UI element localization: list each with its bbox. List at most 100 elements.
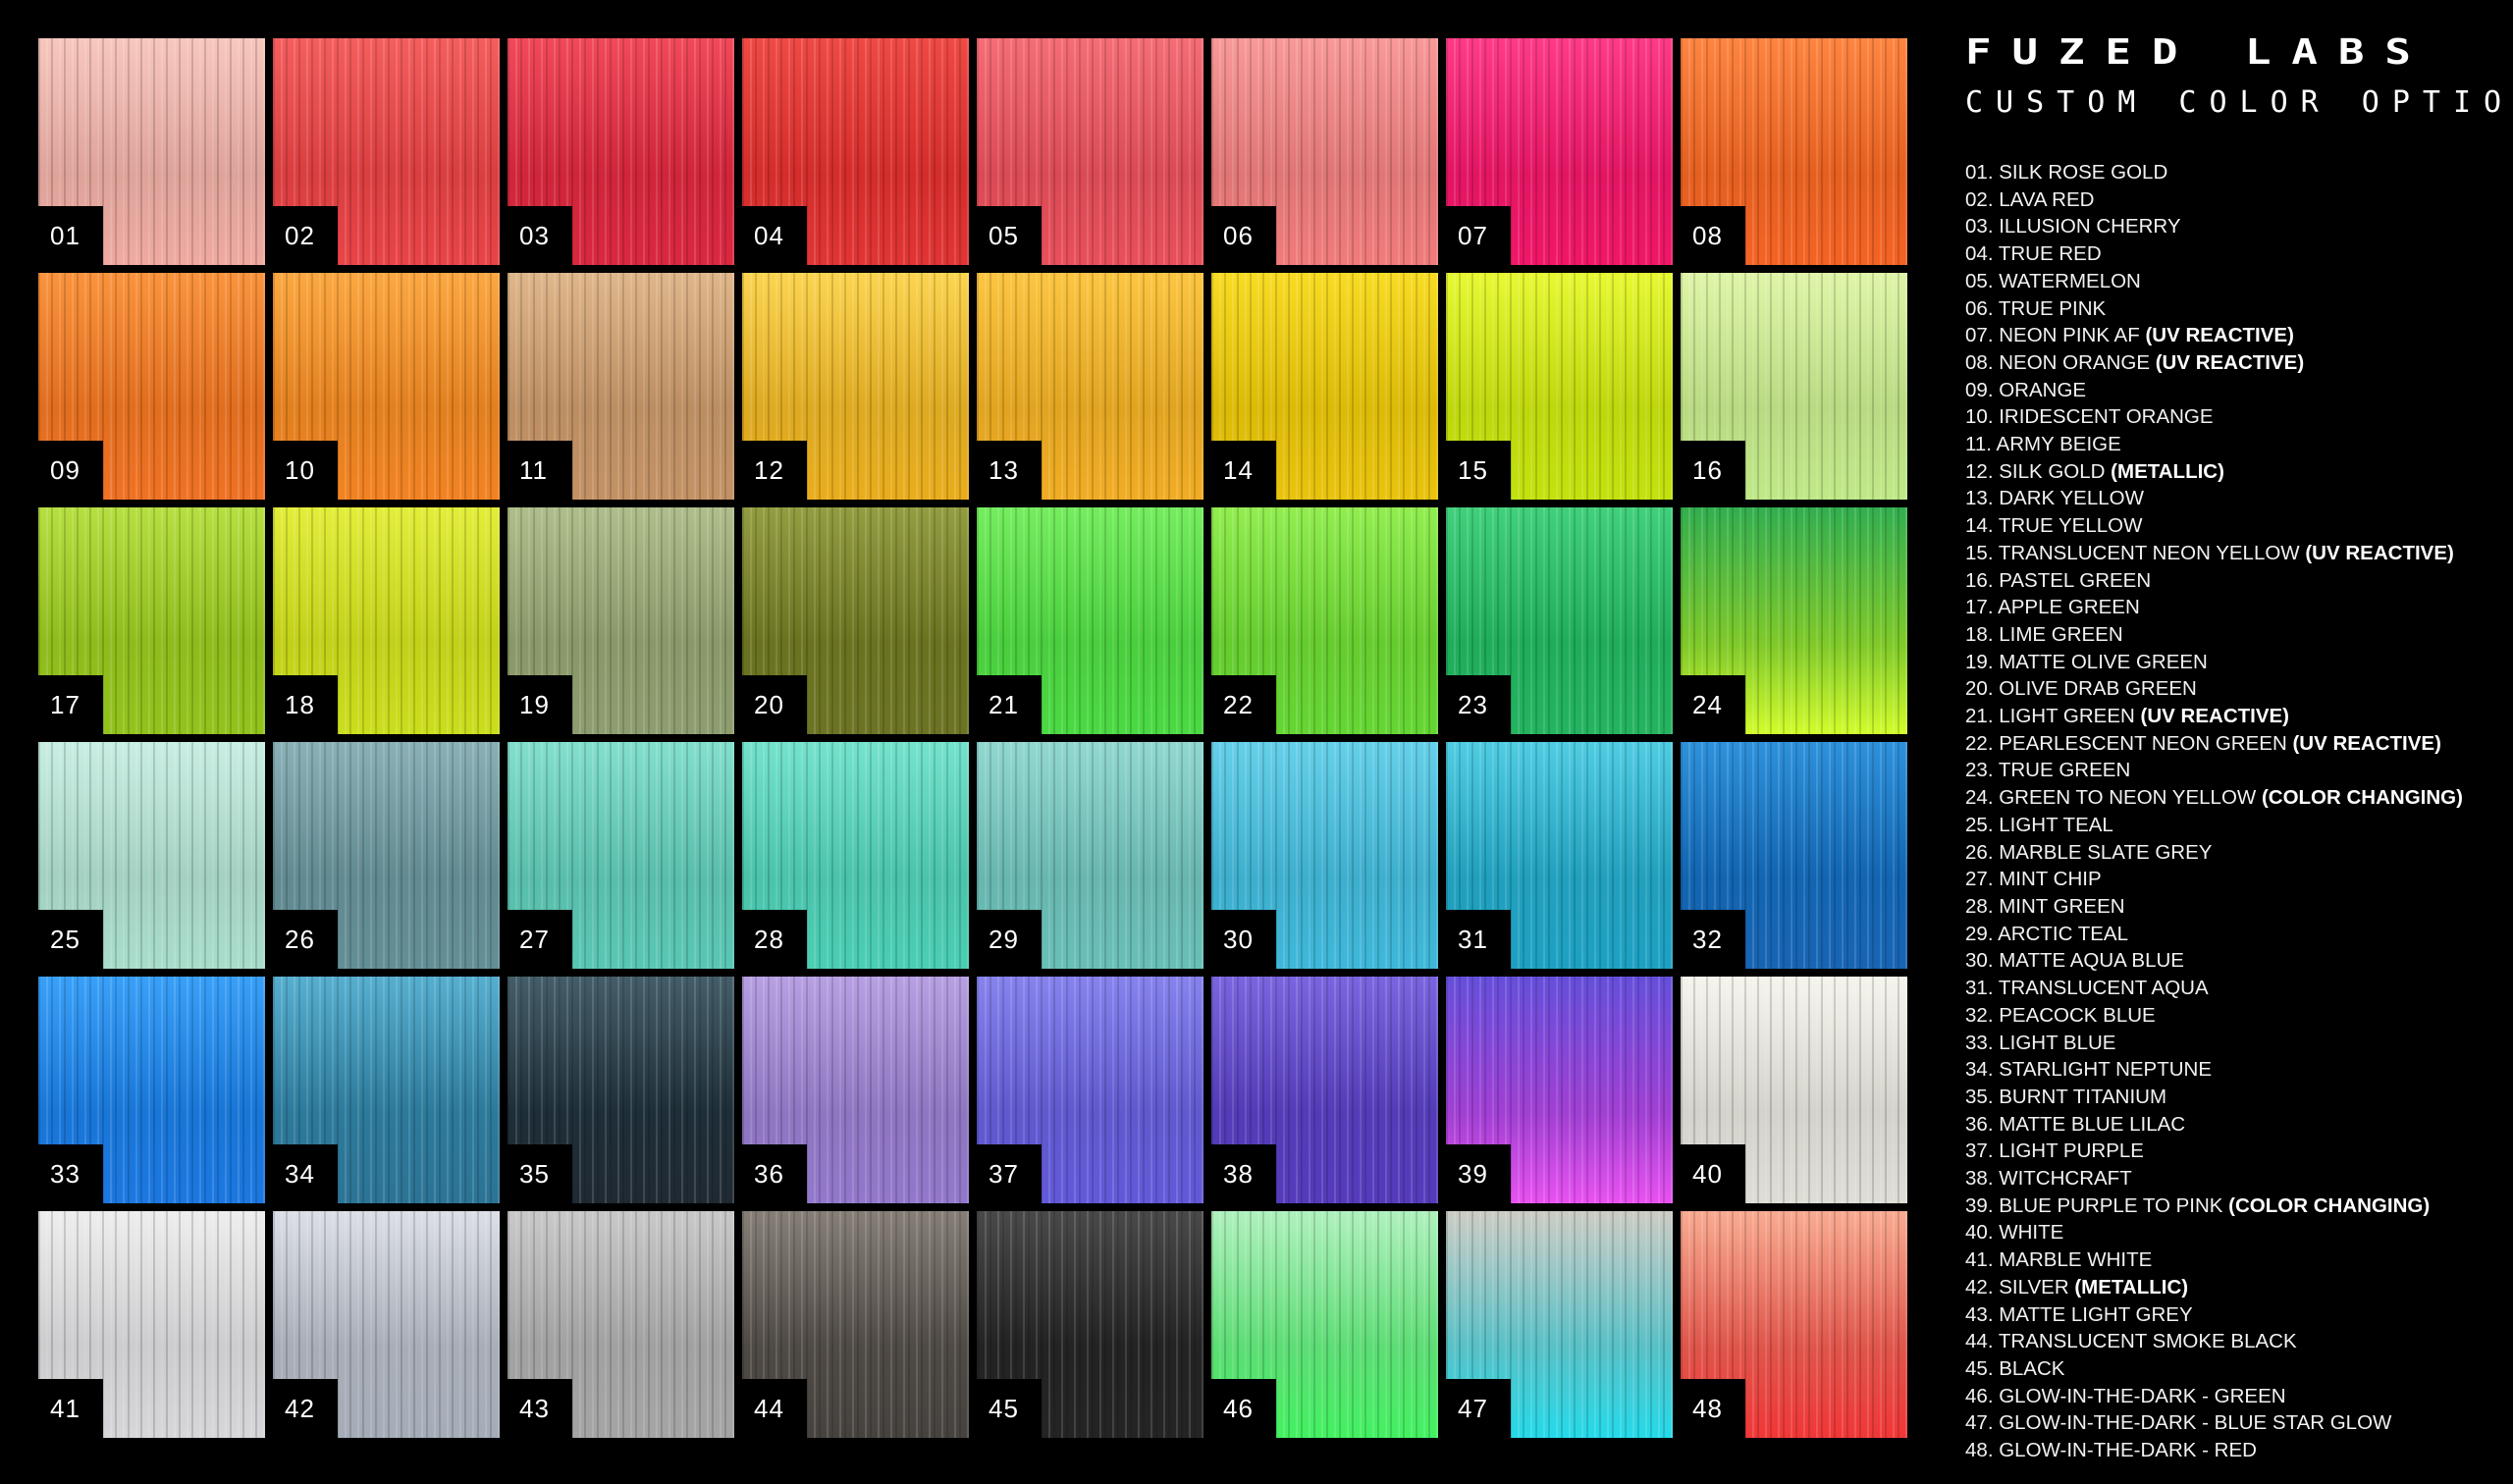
item-number: 48 <box>1965 1439 1988 1462</box>
item-name: APPLE GREEN <box>1998 596 2140 619</box>
swatch-number: 35 <box>508 1144 572 1203</box>
item-name: LIGHT GREEN <box>1999 705 2135 728</box>
list-item: 46. GLOW-IN-THE-DARK - GREEN <box>1965 1383 2495 1410</box>
item-dot: . <box>1987 705 2000 728</box>
swatch-tile: 10 <box>273 273 500 500</box>
swatch-number: 05 <box>977 206 1042 265</box>
list-item: 24. GREEN TO NEON YELLOW (COLOR CHANGING… <box>1965 784 2495 812</box>
swatch-number: 29 <box>977 910 1042 969</box>
item-dot: . <box>1987 813 2000 836</box>
item-dot: . <box>1987 459 2000 483</box>
item-dot: . <box>1987 1411 2000 1435</box>
item-name: IRIDESCENT ORANGE <box>1999 405 2214 429</box>
item-name: MATTE AQUA BLUE <box>1999 949 2184 973</box>
swatch-tile: 15 <box>1446 273 1673 500</box>
item-tag: (UV REACTIVE) <box>2292 731 2441 755</box>
swatch-number: 33 <box>38 1144 103 1203</box>
swatch-tile: 42 <box>273 1211 500 1438</box>
item-name: PASTEL GREEN <box>1999 568 2152 592</box>
list-item: 27. MINT CHIP <box>1965 866 2495 893</box>
list-item: 02. LAVA RED <box>1965 186 2495 214</box>
item-dot: . <box>1987 1248 2000 1272</box>
item-name: ORANGE <box>1999 378 2087 401</box>
item-name: MATTE OLIVE GREEN <box>1999 650 2208 673</box>
swatch-number: 18 <box>273 675 338 734</box>
swatch-tile: 05 <box>977 38 1203 265</box>
swatch-tile: 06 <box>1211 38 1438 265</box>
swatch-tile: 07 <box>1446 38 1673 265</box>
swatch-tile: 02 <box>273 38 500 265</box>
swatch-number: 10 <box>273 441 338 500</box>
list-item: 26. MARBLE SLATE GREY <box>1965 839 2495 867</box>
item-name: ARCTIC TEAL <box>1998 922 2128 945</box>
swatch-number: 39 <box>1446 1144 1511 1203</box>
swatch-number: 24 <box>1681 675 1745 734</box>
item-number: 43 <box>1965 1302 1988 1326</box>
item-dot: . <box>1987 187 2000 211</box>
list-item: 43. MATTE LIGHT GREY <box>1965 1301 2495 1329</box>
item-name: BURNT TITANIUM <box>1999 1085 2167 1108</box>
item-number: 29 <box>1965 922 1988 945</box>
swatch-tile: 46 <box>1211 1211 1438 1438</box>
item-dot: . <box>1987 487 2000 510</box>
item-dot: . <box>1987 1112 2000 1136</box>
swatch-number: 45 <box>977 1379 1042 1438</box>
list-item: 15. TRANSLUCENT NEON YELLOW (UV REACTIVE… <box>1965 540 2495 567</box>
item-number: 02 <box>1965 187 1988 211</box>
item-name: SILK GOLD <box>1999 459 2106 483</box>
legend-panel: FUZED LABS CUSTOM COLOR OPTIONS 01. SILK… <box>1965 35 2513 1464</box>
item-dot: . <box>1987 977 1999 1000</box>
item-number: 13 <box>1965 487 1988 510</box>
item-number: 37 <box>1965 1140 1988 1163</box>
swatch-number: 23 <box>1446 675 1511 734</box>
list-item: 41. MARBLE WHITE <box>1965 1246 2495 1274</box>
swatch-grid: 01 02 03 04 05 06 07 08 09 10 11 12 13 1… <box>38 38 1915 1446</box>
list-item: 01. SILK ROSE GOLD <box>1965 159 2495 186</box>
swatch-number: 17 <box>38 675 103 734</box>
item-dot: . <box>1987 786 2000 810</box>
item-dot: . <box>1987 1003 2000 1027</box>
item-name: SILVER <box>1999 1275 2069 1298</box>
item-number: 34 <box>1965 1058 1988 1082</box>
item-dot: . <box>1987 596 1999 619</box>
page-subtitle: CUSTOM COLOR OPTIONS <box>1965 85 2513 120</box>
list-item: 23. TRUE GREEN <box>1965 757 2495 784</box>
swatch-number: 04 <box>742 206 807 265</box>
item-name: TRUE GREEN <box>1998 759 2131 782</box>
swatch-number: 16 <box>1681 441 1745 500</box>
item-dot: . <box>1987 514 1999 538</box>
swatch-number: 27 <box>508 910 572 969</box>
item-dot: . <box>1987 949 2000 973</box>
item-dot: . <box>1987 568 2000 592</box>
item-number: 19 <box>1965 650 1988 673</box>
swatch-number: 20 <box>742 675 807 734</box>
swatch-number: 09 <box>38 441 103 500</box>
list-item: 34. STARLIGHT NEPTUNE <box>1965 1056 2495 1084</box>
item-number: 16 <box>1965 568 1988 592</box>
item-number: 03 <box>1965 215 1988 238</box>
item-dot: . <box>1987 269 2000 292</box>
item-number: 44 <box>1965 1330 1988 1353</box>
item-name: DARK YELLOW <box>1999 487 2144 510</box>
item-dot: . <box>1987 378 2000 401</box>
item-number: 40 <box>1965 1221 1988 1245</box>
item-dot: . <box>1987 840 2000 864</box>
swatch-number: 13 <box>977 441 1042 500</box>
swatch-number: 26 <box>273 910 338 969</box>
item-name: WATERMELON <box>1999 269 2141 292</box>
item-number: 14 <box>1965 514 1988 538</box>
item-name: PEACOCK BLUE <box>1999 1003 2156 1027</box>
list-item: 08. NEON ORANGE (UV REACTIVE) <box>1965 349 2495 377</box>
item-dot: . <box>1987 1221 2000 1245</box>
swatch-number: 48 <box>1681 1379 1745 1438</box>
swatch-tile: 12 <box>742 273 969 500</box>
item-dot: . <box>1987 1193 2000 1217</box>
item-number: 45 <box>1965 1356 1988 1380</box>
list-item: 39. BLUE PURPLE TO PINK (COLOR CHANGING) <box>1965 1192 2495 1220</box>
item-number: 18 <box>1965 622 1988 646</box>
item-dot: . <box>1987 868 2000 891</box>
swatch-tile: 19 <box>508 507 734 734</box>
item-dot: . <box>1987 1356 2000 1380</box>
swatch-tile: 39 <box>1446 977 1673 1203</box>
item-name: LIGHT TEAL <box>1999 813 2113 836</box>
